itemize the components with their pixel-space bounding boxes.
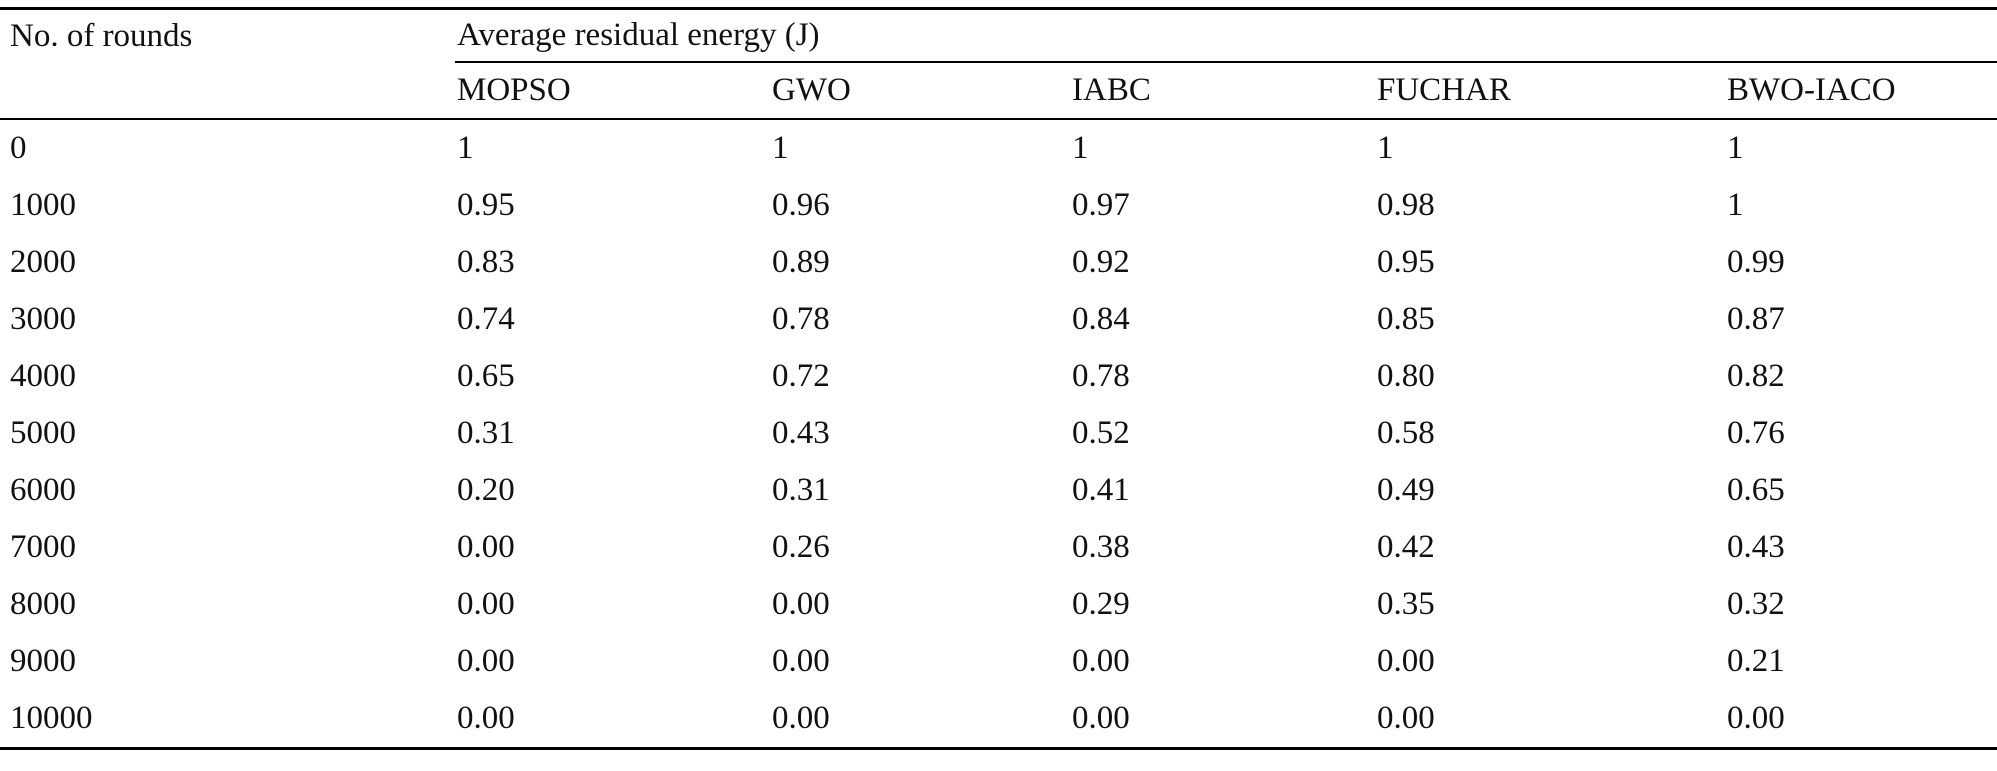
rounds-cell: 9000: [10, 643, 76, 679]
value-cell: 0.31: [772, 472, 830, 508]
rounds-cell: 8000: [10, 586, 76, 622]
value-cell: 0.80: [1377, 358, 1435, 394]
value-cell: 0.87: [1727, 301, 1785, 337]
value-cell: 0.00: [1072, 700, 1130, 736]
value-cell: 0.65: [1727, 472, 1785, 508]
residual-energy-table: No. of rounds Average residual energy (J…: [0, 7, 1997, 750]
table-row: 5000 0.31 0.43 0.52 0.58 0.76: [0, 405, 1997, 462]
table-row: 8000 0.00 0.00 0.29 0.35 0.32: [0, 576, 1997, 633]
group-header-row: No. of rounds Average residual energy (J…: [0, 8, 1997, 63]
value-cell: 0.00: [1377, 700, 1435, 736]
value-cell: 0.38: [1072, 529, 1130, 565]
value-cell: 0.97: [1072, 187, 1130, 223]
value-cell: 0.00: [772, 586, 830, 622]
value-cell: 0.42: [1377, 529, 1435, 565]
value-cell: 0.31: [457, 415, 515, 451]
value-cell: 0.00: [457, 643, 515, 679]
value-cell: 0.29: [1072, 586, 1130, 622]
column-header-iabc: IABC: [1070, 62, 1375, 120]
value-cell: 0.20: [457, 472, 515, 508]
value-cell: 0.41: [1072, 472, 1130, 508]
value-cell: 0.26: [772, 529, 830, 565]
value-cell: 0.96: [772, 187, 830, 223]
value-cell: 0.95: [1377, 244, 1435, 280]
group-header: Average residual energy (J): [455, 8, 1997, 63]
value-cell: 1: [457, 130, 474, 166]
column-header-mopso: MOPSO: [455, 62, 770, 120]
value-cell: 0.21: [1727, 643, 1785, 679]
value-cell: 1: [1727, 130, 1744, 166]
rounds-cell: 4000: [10, 358, 76, 394]
table-row: 0 1 1 1 1 1: [0, 119, 1997, 177]
table-row: 3000 0.74 0.78 0.84 0.85 0.87: [0, 291, 1997, 348]
rounds-cell: 5000: [10, 415, 76, 451]
value-cell: 0.74: [457, 301, 515, 337]
value-cell: 0.95: [457, 187, 515, 223]
column-header-fuchar: FUCHAR: [1375, 62, 1725, 120]
table-row: 9000 0.00 0.00 0.00 0.00 0.21: [0, 633, 1997, 690]
value-cell: 0.76: [1727, 415, 1785, 451]
value-cell: 0.32: [1727, 586, 1785, 622]
value-cell: 0.84: [1072, 301, 1130, 337]
value-cell: 0.00: [772, 700, 830, 736]
value-cell: 0.35: [1377, 586, 1435, 622]
value-cell: 0.78: [1072, 358, 1130, 394]
value-cell: 0.00: [1377, 643, 1435, 679]
value-cell: 0.49: [1377, 472, 1435, 508]
table-row: 7000 0.00 0.26 0.38 0.42 0.43: [0, 519, 1997, 576]
value-cell: 0.72: [772, 358, 830, 394]
value-cell: 0.00: [457, 700, 515, 736]
value-cell: 0.78: [772, 301, 830, 337]
rounds-cell: 2000: [10, 244, 76, 280]
value-cell: 0.85: [1377, 301, 1435, 337]
value-cell: 0.00: [1727, 700, 1785, 736]
algorithm-header-row: MOPSO GWO IABC FUCHAR BWO-IACO: [0, 62, 1997, 120]
value-cell: 0.82: [1727, 358, 1785, 394]
table-row: 2000 0.83 0.89 0.92 0.95 0.99: [0, 234, 1997, 291]
rounds-column-header: No. of rounds: [10, 17, 193, 54]
value-cell: 0.89: [772, 244, 830, 280]
column-header-gwo: GWO: [770, 62, 1070, 120]
value-cell: 0.00: [457, 529, 515, 565]
table-body: 0 1 1 1 1 1 1000 0.95 0.96 0.97 0.98 1 2000 0.83 0.89 0…: [0, 119, 1997, 749]
value-cell: 0.98: [1377, 187, 1435, 223]
value-cell: 0.43: [772, 415, 830, 451]
rounds-cell: 0: [10, 130, 27, 166]
value-cell: 0.65: [457, 358, 515, 394]
value-cell: 1: [1377, 130, 1394, 166]
rounds-cell: 1000: [10, 187, 76, 223]
value-cell: 0.52: [1072, 415, 1130, 451]
value-cell: 0.00: [772, 643, 830, 679]
rounds-cell: 7000: [10, 529, 76, 565]
table-row: 6000 0.20 0.31 0.41 0.49 0.65: [0, 462, 1997, 519]
value-cell: 0.83: [457, 244, 515, 280]
value-cell: 1: [772, 130, 789, 166]
value-cell: 0.99: [1727, 244, 1785, 280]
table-row: 4000 0.65 0.72 0.78 0.80 0.82: [0, 348, 1997, 405]
value-cell: 1: [1727, 187, 1744, 223]
column-header-bwo-iaco: BWO-IACO: [1725, 62, 1997, 120]
empty-header-cell: [0, 62, 455, 120]
rounds-cell: 10000: [10, 700, 93, 736]
table-row: 10000 0.00 0.00 0.00 0.00 0.00: [0, 690, 1997, 749]
value-cell: 0.43: [1727, 529, 1785, 565]
value-cell: 0.00: [457, 586, 515, 622]
value-cell: 0.58: [1377, 415, 1435, 451]
rounds-cell: 3000: [10, 301, 76, 337]
table-row: 1000 0.95 0.96 0.97 0.98 1: [0, 177, 1997, 234]
value-cell: 0.00: [1072, 643, 1130, 679]
value-cell: 0.92: [1072, 244, 1130, 280]
rounds-cell: 6000: [10, 472, 76, 508]
value-cell: 1: [1072, 130, 1089, 166]
